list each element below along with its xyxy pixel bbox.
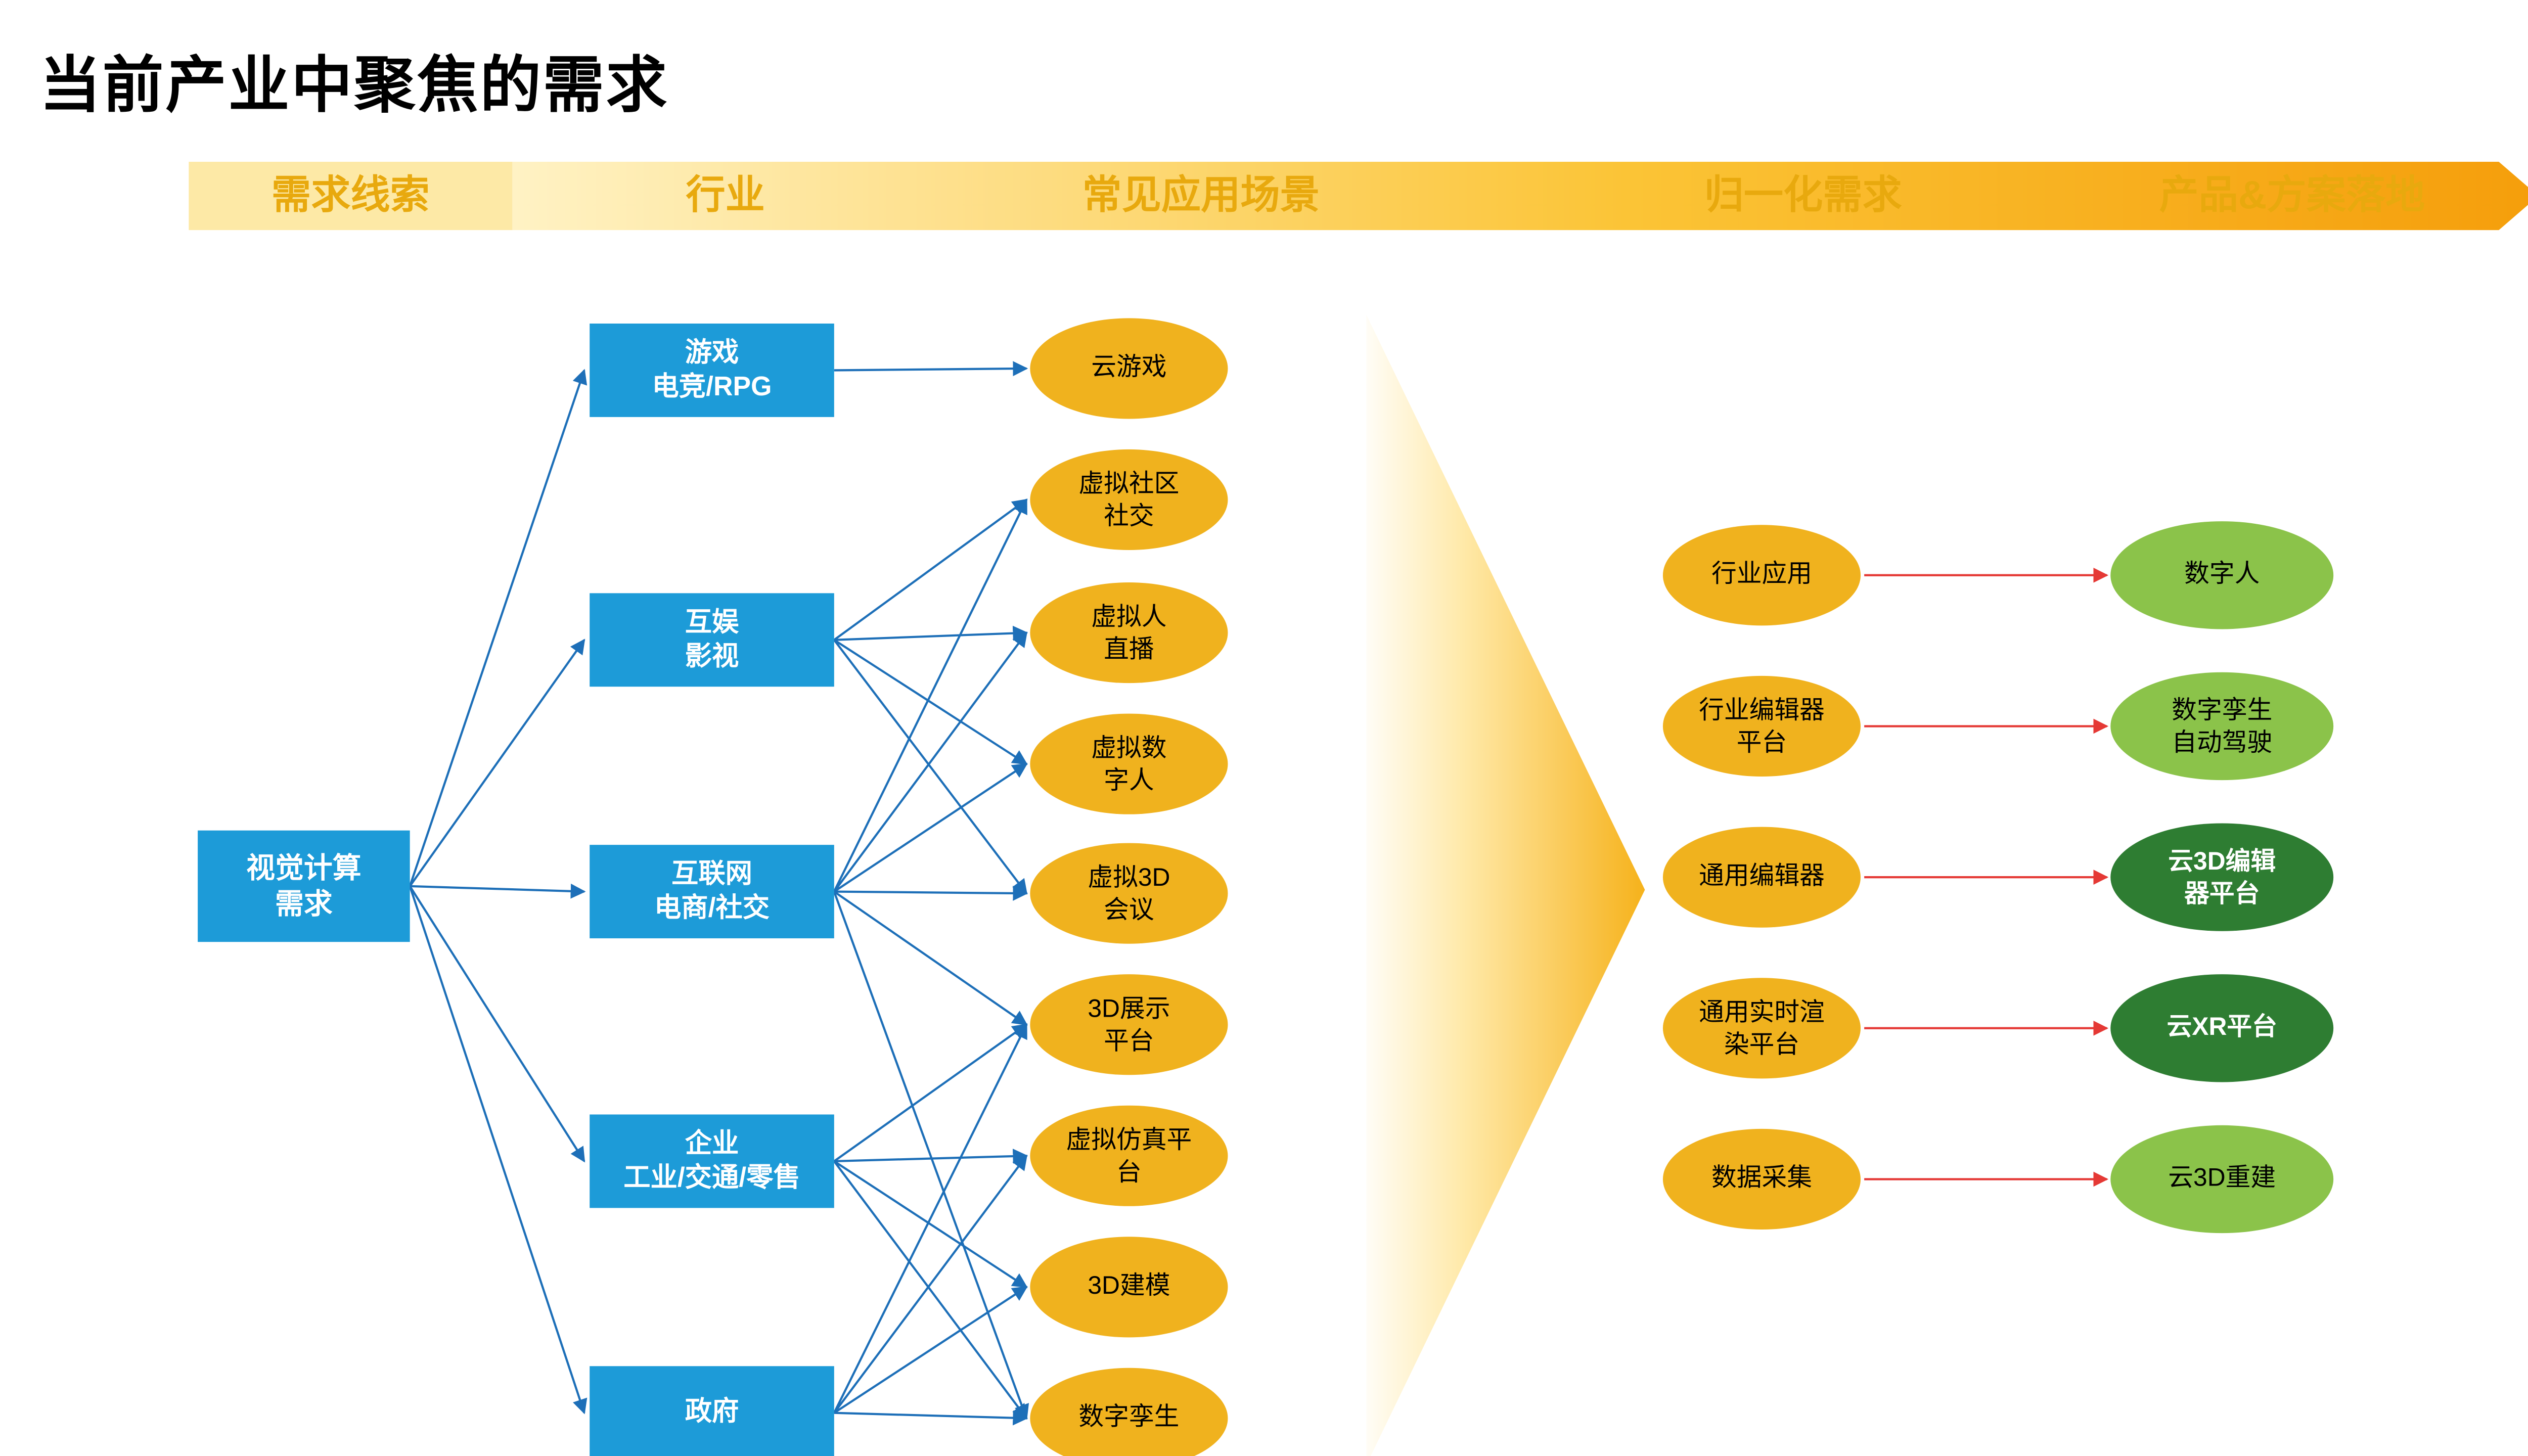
svg-text:云3D编辑: 云3D编辑 [2168,847,2276,875]
svg-text:数字孪生: 数字孪生 [2172,696,2272,724]
svg-text:会议: 会议 [1104,895,1154,924]
root-node [198,831,410,942]
svg-text:染平台: 染平台 [1724,1030,1799,1058]
svg-text:行业应用: 行业应用 [1711,559,1812,587]
svg-text:互娱: 互娱 [685,607,739,637]
svg-text:自动驾驶: 自动驾驶 [2172,728,2272,756]
svg-text:游戏: 游戏 [685,338,739,368]
svg-text:平台: 平台 [1104,1026,1154,1055]
svg-text:器平台: 器平台 [2184,879,2260,907]
svg-text:3D展示: 3D展示 [1088,994,1170,1022]
svg-text:需求: 需求 [275,888,333,920]
diagram-canvas: 需求线索 行业 常见应用场景 归一化需求 产品&方案落地视觉计算需求 游戏电竞/RPG 互娱… [0,0,2528,1456]
funnel [1366,314,1645,1456]
svg-text:电商/社交: 电商/社交 [654,893,770,923]
svg-text:通用实时渲: 通用实时渲 [1699,997,1825,1026]
need-node [1663,978,1861,1078]
svg-text:云游戏: 云游戏 [1091,352,1166,381]
svg-text:云XR平台: 云XR平台 [2167,1012,2277,1040]
svg-text:数据采集: 数据采集 [1711,1163,1812,1192]
svg-text:虚拟仿真平: 虚拟仿真平 [1066,1125,1192,1154]
scenario-node [1030,449,1228,550]
svg-text:常见应用场景: 常见应用场景 [1082,172,1319,217]
need-node [1663,676,1861,777]
scenario-node [1030,582,1228,683]
svg-text:影视: 影视 [685,641,739,671]
svg-text:台: 台 [1116,1158,1142,1186]
svg-text:行业: 行业 [686,172,764,217]
svg-text:虚拟社区: 虚拟社区 [1078,469,1179,497]
svg-text:字人: 字人 [1104,766,1154,794]
scenario-node [1030,1106,1228,1206]
svg-text:3D建模: 3D建模 [1088,1271,1170,1299]
svg-text:企业: 企业 [685,1128,739,1158]
scenario-node [1030,843,1228,944]
svg-text:行业编辑器: 行业编辑器 [1699,696,1825,724]
svg-text:归一化需求: 归一化需求 [1704,172,1902,217]
svg-text:工业/交通/零售: 工业/交通/零售 [623,1163,800,1193]
svg-text:虚拟人: 虚拟人 [1091,602,1166,630]
scenario-node [1030,714,1228,814]
svg-text:数字孪生: 数字孪生 [1078,1402,1179,1431]
svg-text:数字人: 数字人 [2184,559,2260,587]
scenario-node [1030,974,1228,1075]
product-node [2110,672,2333,780]
svg-text:虚拟3D: 虚拟3D [1088,863,1170,891]
svg-text:互联网: 互联网 [671,859,752,889]
svg-text:平台: 平台 [1737,728,1787,756]
svg-text:产品&方案落地: 产品&方案落地 [2159,172,2425,217]
svg-text:电竞/RPG: 电竞/RPG [652,372,772,401]
svg-text:政府: 政府 [685,1396,739,1426]
svg-text:社交: 社交 [1104,502,1154,530]
svg-text:视觉计算: 视觉计算 [246,852,361,884]
svg-text:通用编辑器: 通用编辑器 [1699,861,1825,889]
svg-text:云3D重建: 云3D重建 [2168,1163,2276,1192]
svg-text:需求线索: 需求线索 [272,172,430,217]
svg-text:虚拟数: 虚拟数 [1091,734,1166,762]
product-node [2110,823,2333,931]
svg-text:直播: 直播 [1104,634,1154,663]
